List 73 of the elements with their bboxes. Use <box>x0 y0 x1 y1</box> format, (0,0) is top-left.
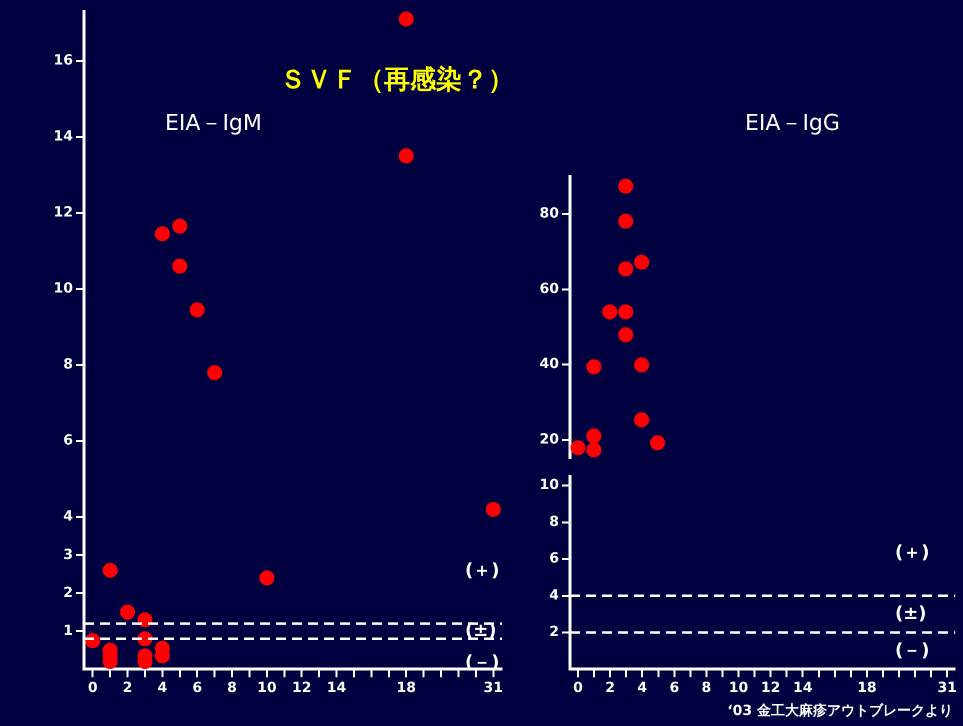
point <box>259 570 274 586</box>
x-tick-label: 2 <box>122 680 132 696</box>
annotation: (±) <box>895 603 927 624</box>
x-tick-label: 18 <box>396 680 416 696</box>
x-tick-label: 6 <box>669 680 680 696</box>
chart-subtitle: EIA－IgG <box>745 110 840 138</box>
point <box>154 226 170 242</box>
point <box>586 359 602 374</box>
point <box>172 258 188 274</box>
x-tick-label: 14 <box>326 680 347 696</box>
x-tick-label: 31 <box>484 680 504 696</box>
point <box>634 254 650 270</box>
point <box>486 502 501 518</box>
point <box>190 302 205 318</box>
point <box>618 178 634 194</box>
point <box>120 604 136 620</box>
point <box>207 365 222 380</box>
y-tick-label: 1 <box>63 622 73 639</box>
y-tick-label: 6 <box>63 432 73 449</box>
point <box>650 435 666 450</box>
point <box>618 327 634 342</box>
x-tick-label: 31 <box>937 680 957 696</box>
x-tick-label: 14 <box>792 680 813 696</box>
y-tick-label: 40 <box>540 356 560 372</box>
x-tick-label: 4 <box>158 680 168 696</box>
x-tick-label: 10 <box>257 680 277 696</box>
y-tick-label: 2 <box>549 624 559 640</box>
point <box>137 612 152 628</box>
point <box>618 304 634 320</box>
point <box>602 304 618 320</box>
point <box>618 214 634 229</box>
x-tick-label: 6 <box>192 680 202 696</box>
y-tick-label: 8 <box>63 356 73 373</box>
annotation: (＋) <box>895 541 930 564</box>
point <box>634 412 650 428</box>
x-tick-label: 4 <box>637 680 648 696</box>
y-tick-label: 16 <box>54 52 73 68</box>
x-tick-label: 10 <box>728 680 749 696</box>
point <box>398 12 414 27</box>
y-tick-label: 20 <box>540 431 560 448</box>
y-tick-label: 8 <box>549 514 559 530</box>
y-tick-label: 60 <box>540 280 560 297</box>
y-tick-label: 10 <box>54 280 74 297</box>
y-tick-label: 4 <box>63 508 74 525</box>
point <box>570 440 586 456</box>
x-tick-label: 0 <box>88 680 98 696</box>
point <box>586 428 602 444</box>
y-tick-label: 2 <box>63 584 73 601</box>
text: EIA－IgM <box>165 110 262 138</box>
text: ＳＶＦ（再感染？） <box>280 64 514 97</box>
point <box>102 562 118 578</box>
y-tick-label: 14 <box>54 128 74 145</box>
text: ‘03 金工大麻疹アウトブレークより <box>727 702 953 720</box>
x-tick-label: 8 <box>702 680 712 696</box>
x-tick-label: 8 <box>227 680 237 696</box>
x-tick-label: 12 <box>760 680 780 696</box>
y-tick-label: 10 <box>540 477 560 494</box>
x-tick-label: 18 <box>857 680 877 696</box>
x-tick-label: 2 <box>605 680 615 696</box>
annotation: (－) <box>895 639 930 662</box>
y-tick-label: 80 <box>540 206 560 222</box>
point <box>634 357 650 372</box>
x-tick-label: 0 <box>573 680 584 696</box>
point <box>618 261 634 276</box>
y-tick-label: 4 <box>549 587 560 604</box>
y-tick-label: 3 <box>63 546 73 563</box>
annotation: (＋) <box>465 559 500 582</box>
y-tick-label: 12 <box>54 204 73 221</box>
point <box>172 218 188 234</box>
point <box>586 442 602 458</box>
x-tick-label: 12 <box>292 680 312 696</box>
point <box>398 148 414 164</box>
y-tick-label: 6 <box>549 550 559 567</box>
